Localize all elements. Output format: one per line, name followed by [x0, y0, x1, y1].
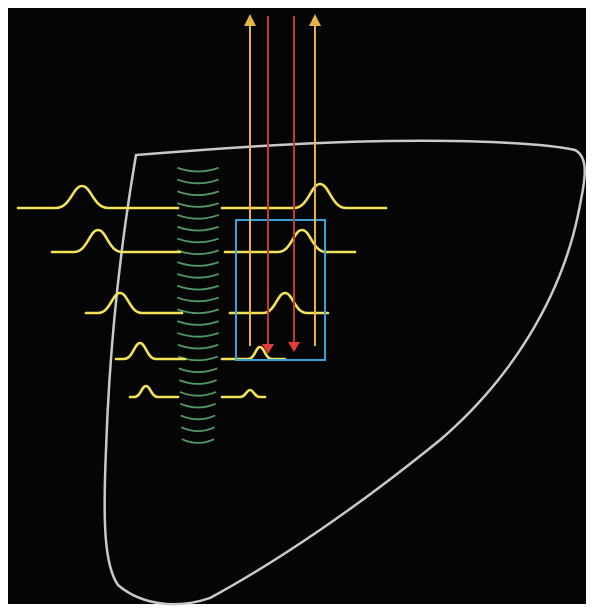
pulse-right	[223, 228, 357, 254]
wavefront-arc	[177, 308, 219, 314]
wavefront-arc	[177, 296, 219, 303]
pulse-left	[114, 341, 187, 361]
organ-outline	[103, 139, 586, 606]
pulse-right	[220, 345, 287, 361]
pulse-left	[50, 228, 182, 254]
wavefront-arc	[177, 190, 219, 196]
roi-box	[235, 219, 326, 361]
shear-wave-front	[177, 167, 219, 444]
wavefront-arc	[177, 344, 219, 350]
wavefront-arc	[180, 414, 216, 421]
wavefront-arc	[177, 167, 219, 173]
pulse-row-3	[84, 291, 330, 315]
pulse-left	[128, 384, 180, 399]
wavefront-arc	[181, 438, 215, 444]
wavefront-arc	[177, 237, 219, 244]
wavefront-arc	[178, 367, 218, 373]
pulse-row-1	[16, 182, 388, 210]
pulse-row-4	[114, 341, 287, 361]
wavefront-arc	[181, 426, 215, 432]
wavefront-arc	[177, 332, 219, 338]
arrow-head	[309, 14, 321, 26]
arrow-head	[288, 342, 300, 352]
outgoing-beam-arrow-left	[244, 14, 256, 346]
pulse-left	[16, 184, 180, 210]
wavefront-arc	[180, 403, 216, 409]
wavefront-arc	[179, 391, 217, 397]
wavefront-arc	[177, 178, 219, 185]
arrow-head	[244, 14, 256, 26]
wavefront-arc	[179, 379, 217, 385]
incoming-beam-arrow-left	[262, 16, 274, 354]
pulse-right	[220, 388, 267, 399]
incoming-beam-arrow-right	[288, 16, 300, 352]
pulse-row-5	[128, 384, 267, 399]
pulse-row-2	[50, 228, 357, 254]
wavefront-arc	[177, 320, 219, 326]
wavefront-arc	[177, 226, 219, 232]
arrow-head	[262, 344, 274, 354]
wavefront-arc	[177, 249, 219, 255]
wavefront-arc	[177, 273, 219, 279]
wavefront-arc	[177, 202, 219, 208]
outgoing-beam-arrow-right	[309, 14, 321, 346]
pulse-left	[84, 291, 184, 315]
wavefront-arc	[177, 285, 219, 291]
wavefront-arc	[177, 261, 219, 267]
pulse-right	[228, 291, 330, 315]
pulse-right	[220, 182, 388, 210]
wavefront-arc	[177, 214, 219, 220]
